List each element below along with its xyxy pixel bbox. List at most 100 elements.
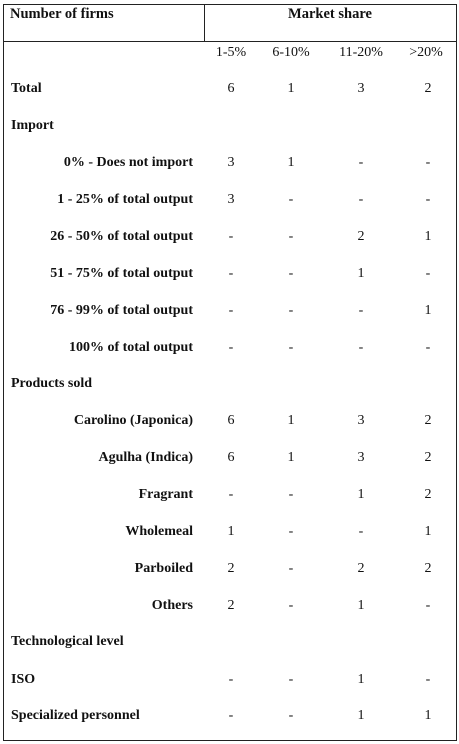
- table-row: Technological level: [3, 633, 456, 653]
- table-cell: -: [288, 340, 294, 355]
- column-header-11-20: 11-20%: [339, 45, 383, 60]
- table-cell: -: [228, 708, 234, 723]
- row-label: 76 - 99% of total output: [50, 303, 193, 318]
- table-cell: -: [228, 303, 234, 318]
- table-cell: 6: [227, 450, 235, 465]
- row-label: ISO: [11, 672, 36, 687]
- table-cell: 3: [357, 413, 365, 428]
- row-label: 100% of total output: [68, 340, 193, 355]
- table-cell: -: [288, 672, 294, 687]
- column-header-1-5: 1-5%: [215, 45, 247, 60]
- table-row: Wholemeal 1 - - 1: [3, 523, 456, 543]
- table-cell: -: [358, 340, 364, 355]
- table-row: Carolino (Japonica) 6 1 3 2: [3, 412, 456, 432]
- table-cell: 1: [357, 672, 365, 687]
- table-cell: 1: [424, 708, 432, 723]
- table-cell: -: [288, 561, 294, 576]
- row-label: 26 - 50% of total output: [50, 229, 193, 244]
- row-label: Carolino (Japonica): [73, 413, 193, 428]
- table-row: 26 - 50% of total output - - 2 1: [3, 228, 456, 248]
- row-label: Specialized personnel: [11, 708, 140, 723]
- table-cell: -: [425, 266, 431, 281]
- table-cell: 2: [424, 450, 432, 465]
- table-cell: 2: [424, 561, 432, 576]
- table-cell: 1: [287, 413, 295, 428]
- row-label: Parboiled: [134, 561, 193, 576]
- table-cell: 1: [357, 266, 365, 281]
- table-cell: 2: [227, 598, 235, 613]
- table-cell: 6: [227, 413, 235, 428]
- table-cell: 2: [357, 561, 365, 576]
- column-header-6-10: 6-10%: [272, 45, 310, 60]
- table-cell: 2: [227, 561, 235, 576]
- table-frame: [3, 4, 457, 741]
- table-cell: -: [358, 303, 364, 318]
- table-row: Specialized personnel - - 1 1: [3, 707, 456, 727]
- row-label: Total: [11, 81, 42, 96]
- table-cell: 1: [287, 450, 295, 465]
- table-cell: 2: [424, 413, 432, 428]
- table-cell: -: [288, 487, 294, 502]
- table-cell: 1: [357, 487, 365, 502]
- table-cell: -: [288, 708, 294, 723]
- table-cell: -: [425, 340, 431, 355]
- table-cell: -: [358, 155, 364, 170]
- row-label: 51 - 75% of total output: [50, 266, 193, 281]
- table-row: 1 - 25% of total output 3 - - -: [3, 191, 456, 211]
- header-rule: [3, 41, 456, 42]
- table-row: Parboiled 2 - 2 2: [3, 560, 456, 580]
- table-cell: -: [425, 672, 431, 687]
- row-label: Wholemeal: [125, 524, 193, 539]
- table-cell: -: [288, 598, 294, 613]
- row-label: Agulha (Indica): [98, 450, 193, 465]
- table-cell: -: [228, 229, 234, 244]
- table-cell: -: [425, 155, 431, 170]
- table-cell: 2: [424, 487, 432, 502]
- table-row: Import: [3, 117, 456, 137]
- table-cell: 1: [287, 81, 295, 96]
- table-cell: -: [288, 524, 294, 539]
- table-cell: 1: [287, 155, 295, 170]
- table-cell: 1: [357, 598, 365, 613]
- row-label: Products sold: [11, 376, 93, 391]
- table-cell: 1: [424, 524, 432, 539]
- table-cell: 3: [227, 192, 235, 207]
- table-row: 0% - Does not import 3 1 - -: [3, 154, 456, 174]
- table-row: Agulha (Indica) 6 1 3 2: [3, 449, 456, 469]
- row-label: 1 - 25% of total output: [57, 192, 193, 207]
- column-header-over-20: >20%: [409, 45, 443, 60]
- table-cell: -: [228, 340, 234, 355]
- table-row: ISO - - 1 -: [3, 671, 456, 691]
- table-cell: 1: [424, 303, 432, 318]
- row-label: Others: [151, 598, 193, 613]
- row-label: Import: [11, 118, 54, 133]
- table-cell: 1: [357, 708, 365, 723]
- table-row: 100% of total output - - - -: [3, 339, 456, 359]
- row-label: Fragrant: [138, 487, 193, 502]
- table-cell: 3: [357, 450, 365, 465]
- table-cell: -: [358, 192, 364, 207]
- table-cell: -: [358, 524, 364, 539]
- table-row: Fragrant - - 1 2: [3, 486, 456, 506]
- table-cell: -: [288, 229, 294, 244]
- table-cell: -: [425, 598, 431, 613]
- table-cell: -: [228, 266, 234, 281]
- table-row: Products sold: [3, 375, 456, 395]
- table-cell: 2: [424, 81, 432, 96]
- header-divider: [204, 4, 205, 41]
- table-cell: -: [228, 672, 234, 687]
- table-cell: -: [228, 487, 234, 502]
- row-label: 0% - Does not import: [63, 155, 193, 170]
- table-cell: -: [288, 192, 294, 207]
- table-cell: 1: [227, 524, 235, 539]
- table-top-rule: [3, 4, 456, 5]
- table-row: 51 - 75% of total output - - 1 -: [3, 265, 456, 285]
- table-cell: 1: [424, 229, 432, 244]
- table-row: Others 2 - 1 -: [3, 597, 456, 617]
- table-cell: 3: [357, 81, 365, 96]
- table-cell: 2: [357, 229, 365, 244]
- header-market-share: Market share: [288, 6, 372, 22]
- table-cell: -: [425, 192, 431, 207]
- table-cell: -: [288, 303, 294, 318]
- table-row: Total 6 1 3 2: [3, 80, 456, 100]
